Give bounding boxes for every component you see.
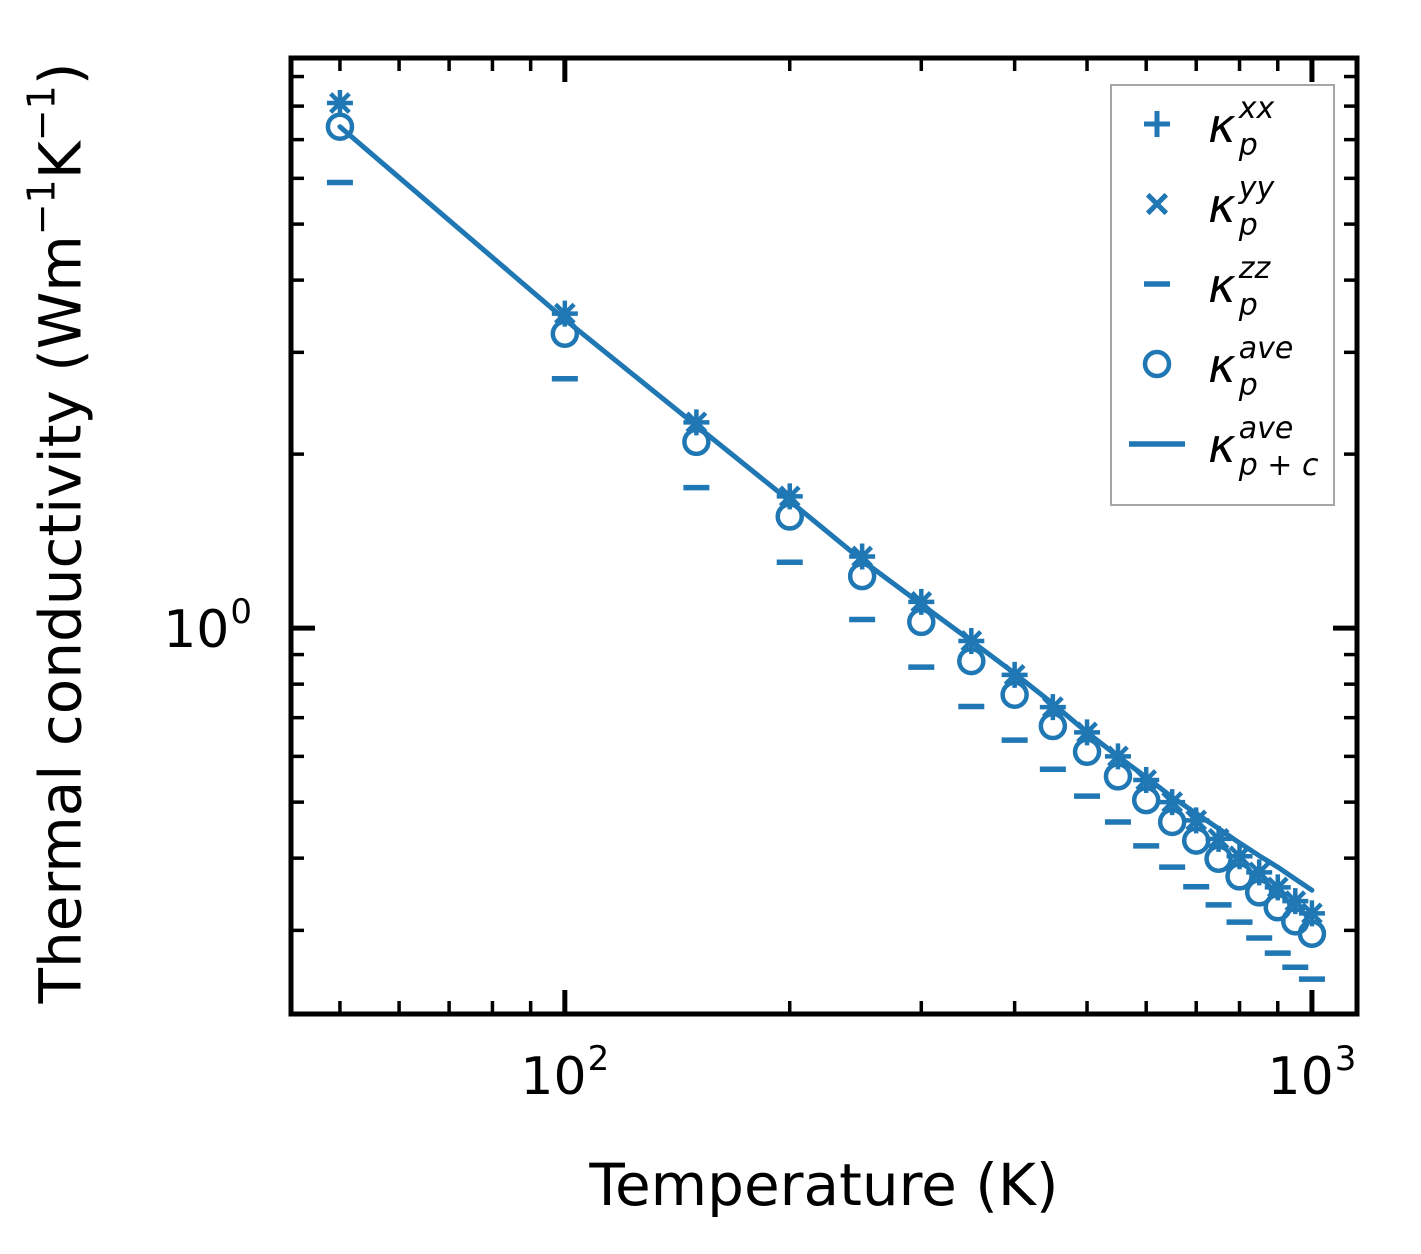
- kappa-ave-marker: [1038, 711, 1068, 741]
- legend-circle-marker-icon: [1142, 349, 1172, 379]
- legend-plus-marker-icon: [1144, 111, 1170, 137]
- y-label-superscript: −1: [19, 85, 64, 142]
- kappa-ave-marker: [1103, 762, 1133, 791]
- legend-subscript: p + c: [1238, 447, 1319, 483]
- legend-scripts: yy p: [1238, 170, 1275, 243]
- legend-superscript: yy: [1238, 170, 1275, 206]
- legend-subscript: p: [1238, 367, 1258, 403]
- legend-marker: [1122, 169, 1192, 243]
- legend-scripts: xx p: [1238, 90, 1275, 163]
- legend-label: κ zz p: [1208, 253, 1270, 320]
- legend-scripts: ave p: [1238, 330, 1294, 403]
- legend-kappa-symbol: κ: [1208, 98, 1236, 154]
- legend: κ xx p κ yy p κ zz p κ ave p κ ave p + c: [1110, 84, 1335, 506]
- legend-subscript: p: [1238, 127, 1258, 163]
- legend-item-kappa-yy-p: κ yy p: [1112, 171, 1333, 241]
- kappa-yy-marker: [1266, 876, 1289, 899]
- legend-superscript: ave: [1238, 410, 1294, 446]
- kappa-ave-marker: [957, 646, 986, 676]
- legend-subscript: p: [1238, 287, 1258, 323]
- kappa-yy-marker: [1248, 861, 1271, 884]
- legend-item-kappa-ave-p: κ ave p: [1112, 331, 1333, 401]
- kappa-ave-marker: [907, 607, 936, 637]
- kappa-ave-marker: [1000, 680, 1029, 709]
- legend-subscript: p: [1238, 207, 1258, 243]
- axes-spines: [288, 55, 1360, 1017]
- legend-kappa-symbol: κ: [1208, 418, 1236, 474]
- kappa-ave-marker: [847, 561, 877, 591]
- legend-superscript: zz: [1238, 250, 1271, 286]
- legend-kappa-symbol: κ: [1208, 258, 1236, 314]
- y-label-text: Thermal conductivity (Wm: [26, 235, 95, 1004]
- kappa-ave-marker: [1204, 844, 1233, 874]
- kappa-yy-marker: [1161, 791, 1184, 814]
- legend-scripts: ave p + c: [1238, 410, 1319, 483]
- legend-marker: [1122, 329, 1192, 403]
- kappa-yy-marker: [778, 485, 801, 508]
- legend-marker: [1122, 249, 1192, 323]
- kappa-ave-marker: [1297, 919, 1327, 948]
- y-tick-label: 100: [163, 592, 252, 661]
- kappa-p-plus-c-line: [337, 124, 1315, 893]
- legend-scripts: zz p: [1238, 250, 1271, 323]
- kappa-yy-marker: [1185, 809, 1208, 832]
- legend-item-kappa-zz-p: κ zz p: [1112, 251, 1333, 321]
- x-tick-label: 103: [1267, 1039, 1357, 1107]
- kappa-yy-marker: [1228, 845, 1251, 868]
- x-tick-label: 102: [520, 1039, 610, 1107]
- legend-kappa-symbol: κ: [1208, 338, 1236, 394]
- legend-marker: [1122, 409, 1192, 483]
- x-axis-label: Temperature (K): [589, 1151, 1059, 1219]
- legend-item-kappa-ave-p+c: κ ave p + c: [1112, 411, 1333, 481]
- kappa-ave-marker: [682, 427, 711, 457]
- legend-label: κ xx p: [1208, 93, 1274, 160]
- y-label-superscript: −1: [19, 179, 64, 236]
- legend-label: κ ave p + c: [1208, 413, 1318, 480]
- kappa-ave-marker: [775, 502, 804, 531]
- legend-hline-marker-icon: [1144, 281, 1170, 287]
- kappa-ave-marker: [1131, 785, 1161, 815]
- kappa-ave-marker: [1225, 862, 1254, 891]
- legend-label: κ ave p: [1208, 333, 1293, 400]
- kappa-ave-marker: [1072, 737, 1102, 767]
- kappa-ave-marker: [325, 112, 355, 141]
- legend-x-marker-icon: [1145, 192, 1169, 216]
- kappa-yy-marker: [1301, 902, 1323, 925]
- legend-label: κ yy p: [1208, 173, 1274, 240]
- kappa-yy-marker: [1284, 890, 1307, 913]
- y-label-text: K: [26, 141, 95, 180]
- legend-kappa-symbol: κ: [1208, 178, 1236, 234]
- legend-marker: [1122, 89, 1192, 163]
- kappa-yy-marker: [553, 302, 576, 325]
- legend-item-kappa-xx-p: κ xx p: [1112, 91, 1333, 161]
- kappa-yy-marker: [329, 92, 351, 114]
- legend-superscript: ave: [1238, 330, 1294, 366]
- legend-superscript: xx: [1238, 90, 1275, 126]
- y-axis-label: Thermal conductivity (Wm−1K−1): [20, 63, 95, 1004]
- legend-line-marker-icon: [1129, 441, 1185, 447]
- y-label-text: ): [26, 62, 95, 86]
